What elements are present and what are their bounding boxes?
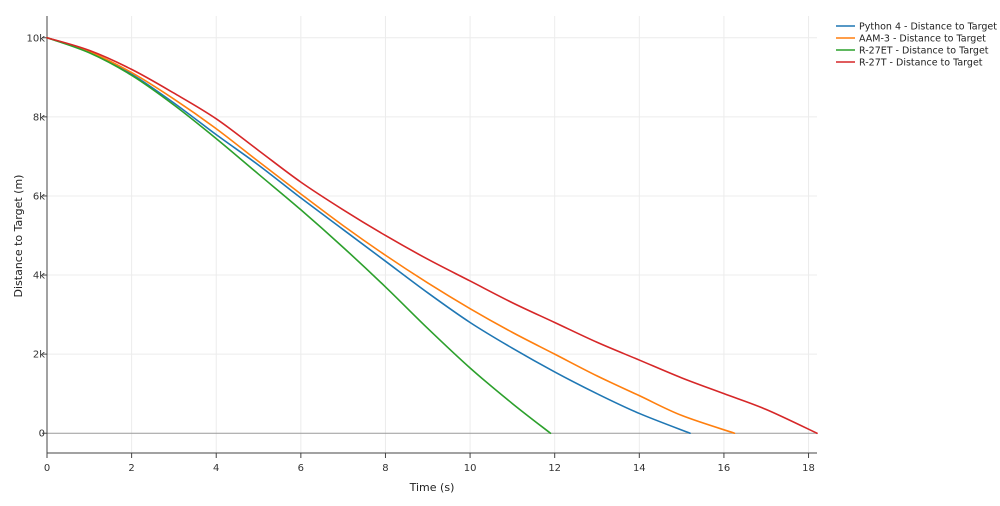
x-tick-label: 2 (128, 463, 134, 474)
legend-item[interactable]: Python 4 - Distance to Target (836, 22, 997, 33)
x-tick-label: 12 (548, 463, 561, 474)
series-line-3[interactable] (46, 36, 552, 435)
series-line-2[interactable] (46, 36, 736, 435)
x-tick-label: 10 (464, 463, 477, 474)
x-tick-label: 6 (298, 463, 304, 474)
axes (46, 16, 817, 454)
x-tick-label: 18 (802, 463, 815, 474)
y-tick-label: 6k (33, 191, 45, 202)
legend-label: R-27T - Distance to Target (859, 58, 983, 69)
y-tick-label: 10k (26, 33, 45, 44)
y-tick-label: 0 (39, 429, 45, 440)
legend-item[interactable]: AAM-3 - Distance to Target (836, 34, 986, 45)
x-axis-title: Time (s) (409, 481, 455, 494)
y-axis-title: Distance to Target (m) (12, 175, 25, 298)
grid (47, 16, 817, 453)
x-tick-label: 0 (44, 463, 50, 474)
legend-item[interactable]: R-27T - Distance to Target (836, 58, 983, 69)
x-tick-label: 14 (633, 463, 646, 474)
y-tick-label: 2k (33, 350, 45, 361)
x-axis-ticks: 0 2 4 6 8 10 12 14 16 18 (44, 453, 815, 474)
y-axis-ticks: 0 2k 4k 6k 8k 10k (26, 33, 47, 440)
y-tick-label: 4k (33, 271, 45, 282)
legend-item[interactable]: R-27ET - Distance to Target (836, 46, 989, 57)
series-line-4[interactable] (46, 36, 818, 435)
series-line-1[interactable] (46, 36, 691, 435)
series-layer (46, 36, 818, 435)
legend-label: R-27ET - Distance to Target (859, 46, 989, 57)
x-tick-label: 16 (718, 463, 731, 474)
legend-label: AAM-3 - Distance to Target (859, 34, 986, 45)
x-tick-label: 4 (213, 463, 219, 474)
y-tick-label: 8k (33, 112, 45, 123)
x-tick-label: 8 (382, 463, 388, 474)
legend-label: Python 4 - Distance to Target (859, 22, 997, 33)
